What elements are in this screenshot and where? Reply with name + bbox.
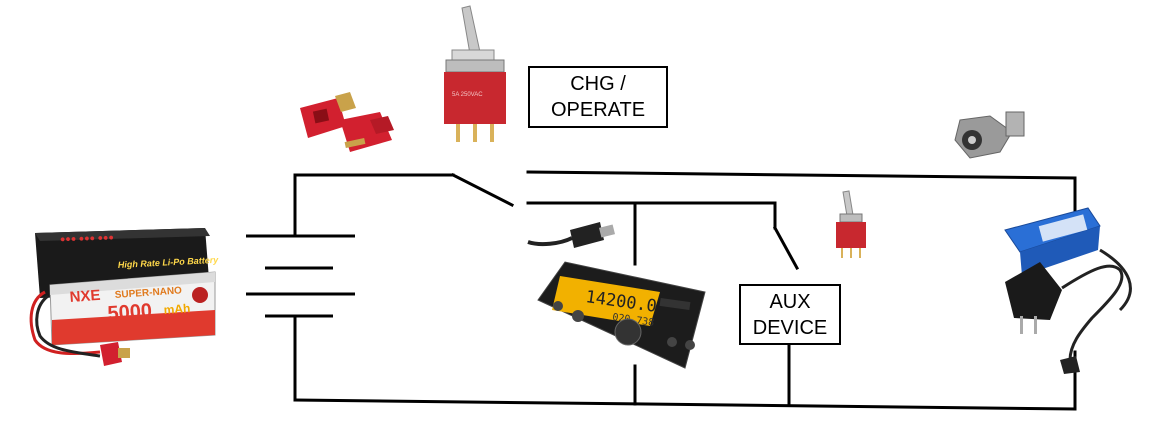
battery-unit: mAh [163, 301, 191, 317]
radio-transceiver-image: 14200.0 020.738 [537, 261, 706, 369]
svg-text:5A 250VAC: 5A 250VAC [452, 92, 483, 98]
aux-switch-blade [772, 225, 800, 271]
battery-symbol [246, 234, 355, 318]
battery-capacity: 5000 [107, 300, 153, 325]
wire-charge-top [526, 170, 1077, 180]
battery-model: SUPER-NANO [114, 285, 182, 301]
aux-label-line1: AUX [769, 290, 811, 313]
chg-label-line1: CHG / [570, 73, 626, 95]
aux-label-line2: DEVICE [752, 316, 828, 339]
svg-text:●●● ●●● ●●●: ●●● ●●● ●●● [60, 232, 114, 244]
wire-ground-bottom [293, 398, 1077, 411]
switch-blade [450, 172, 515, 208]
aux-toggle-switch-image [836, 190, 866, 258]
battery-brand: NXE [69, 287, 101, 306]
chg-label-line2: OPERATE [550, 99, 646, 121]
dc-jack-image [954, 111, 1025, 159]
deans-connectors-image [300, 92, 394, 152]
charger-pack-image [1004, 207, 1132, 374]
chg-operate-label: CHG / OPERATE [528, 66, 668, 128]
dc-plug-image [527, 222, 616, 248]
toggle-switch-image: 5A 250VAC [444, 5, 506, 142]
lipo-battery-image: ●●● ●●● ●●● High Rate Li-Po Battery NXE … [29, 228, 219, 366]
aux-device-label: AUX DEVICE [739, 284, 841, 345]
